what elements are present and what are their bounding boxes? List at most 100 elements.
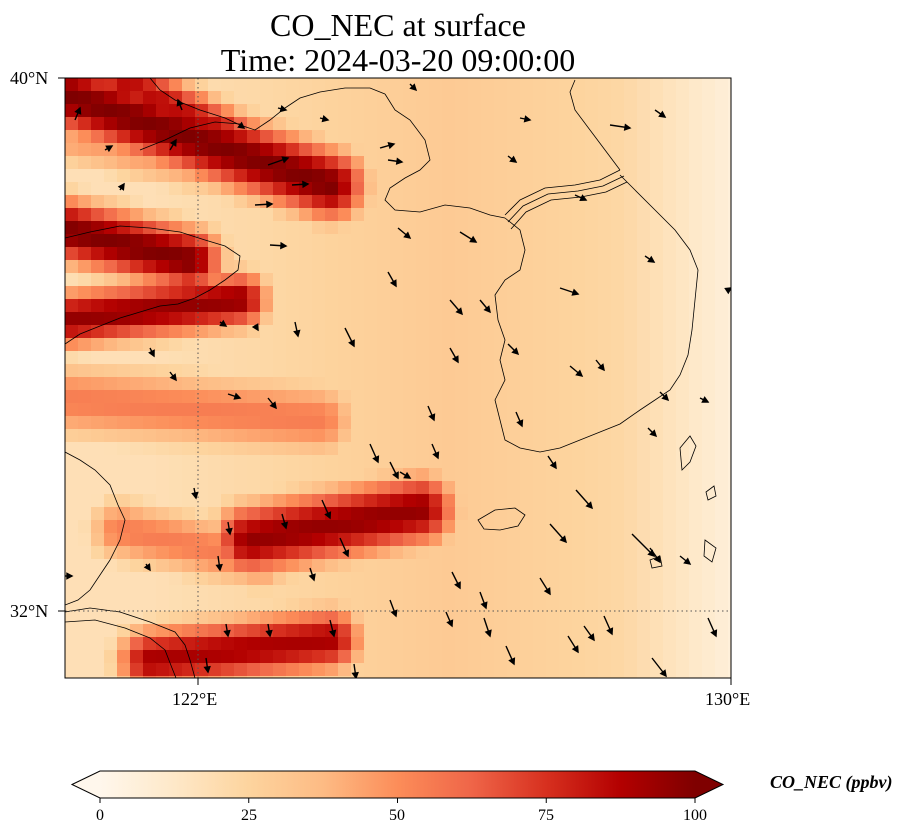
wind-arrow-head	[223, 629, 231, 638]
wind-arrow-head	[169, 138, 177, 147]
wind-arrow-head	[265, 629, 273, 638]
wind-arrow-head	[428, 413, 436, 422]
wind-arrow-head	[348, 339, 355, 348]
wind-arrow-head	[215, 563, 223, 572]
wind-arrow-head	[724, 287, 731, 295]
wind-arrow-head	[237, 121, 246, 129]
lat-tick-40: 40°N	[10, 68, 49, 88]
colorbar	[70, 770, 725, 803]
wind-arrow-head	[446, 619, 454, 628]
wind-arrow-head	[480, 601, 488, 610]
wind-arrow-head	[280, 241, 288, 250]
wind-arrow-head	[372, 455, 380, 464]
wind-arrow-head	[269, 401, 277, 410]
wind-arrow-head	[324, 511, 332, 520]
gridlines	[65, 78, 731, 678]
wind-arrow-head	[659, 669, 667, 678]
lon-tick-122: 122°E	[172, 689, 218, 709]
wind-arrow-head	[225, 527, 233, 536]
coastlines	[65, 78, 717, 678]
colorbar-tick-25: 25	[241, 807, 257, 824]
wind-arrow-head	[623, 123, 632, 131]
wind-arrow-head	[293, 329, 301, 338]
wind-arrow-head	[308, 573, 316, 582]
wind-arrow-head	[279, 104, 288, 113]
wind-arrow-head	[321, 114, 330, 123]
wind-arrow-head	[579, 194, 588, 202]
wind-arrow-head	[117, 182, 125, 191]
wind-arrow-head	[403, 231, 412, 239]
concentration-field	[65, 78, 731, 678]
wind-arrow-head	[66, 572, 74, 580]
wind-arrow-head	[701, 396, 710, 403]
wind-arrow-head	[105, 145, 114, 153]
wind-arrow-head	[281, 156, 290, 164]
wind-vectors	[65, 83, 731, 678]
title-line1: CO_NEC at surface	[270, 7, 526, 43]
wind-arrow-head	[606, 627, 614, 636]
wind-arrow-head	[409, 83, 418, 92]
wind-arrow-head	[523, 115, 532, 123]
wind-arrow-head	[454, 581, 461, 590]
wind-arrow-head	[587, 633, 595, 642]
lat-tick-32: 32°N	[10, 601, 49, 621]
wind-arrow-head	[469, 235, 478, 243]
wind-arrow-head	[710, 629, 718, 638]
wind-arrow-head	[143, 563, 151, 572]
axis-ticks	[58, 77, 732, 685]
wind-arrow-head	[585, 501, 594, 510]
wind-arrow-head	[683, 557, 692, 565]
wind-arrow-head	[389, 279, 397, 288]
map-panel	[65, 78, 731, 678]
wind-arrow-head	[653, 555, 661, 564]
wind-arrow-head	[543, 587, 551, 596]
wind-arrow-head	[516, 419, 524, 428]
wind-arrow-head	[658, 110, 667, 118]
wind-arrow-head	[509, 155, 518, 163]
wind-arrow-head	[571, 645, 579, 654]
lon-tick-130: 130°E	[705, 689, 751, 709]
colorbar-label: CO_NEC (ppbv)	[770, 772, 893, 792]
colorbar-tick-75: 75	[538, 807, 554, 824]
colorbar-tick-100: 100	[683, 807, 707, 824]
title-line2: Time: 2024-03-20 09:00:00	[220, 42, 576, 78]
wind-arrow-head	[549, 461, 557, 470]
wind-arrow-head	[647, 255, 656, 263]
wind-arrow-head	[203, 665, 211, 674]
wind-arrow-head	[219, 319, 228, 327]
wind-arrow-head	[483, 305, 491, 314]
colorbar-tick-0: 0	[96, 807, 104, 824]
wind-arrow-head	[342, 549, 350, 558]
wind-arrow-head	[571, 288, 580, 296]
wind-arrow-head	[392, 471, 399, 480]
wind-arrow-head	[390, 609, 398, 618]
wind-arrow-head	[511, 347, 520, 356]
wind-arrow-head	[649, 429, 658, 438]
wind-arrow-head	[559, 535, 568, 544]
wind-arrow-head	[387, 141, 396, 150]
wind-arrow-head	[451, 355, 459, 364]
wind-arrow-head	[661, 393, 670, 402]
wind-arrow-head	[597, 363, 605, 372]
wind-arrow-head	[280, 521, 289, 530]
map-frame	[64, 77, 732, 679]
wind-arrow-head	[74, 106, 82, 115]
wind-arrow-head	[403, 471, 412, 479]
wind-arrow-head	[484, 629, 492, 638]
wind-arrow-head	[169, 373, 177, 382]
wind-arrow-head	[176, 98, 184, 107]
wind-arrow-head	[395, 157, 404, 165]
wind-arrow-head	[266, 200, 274, 209]
wind-arrow-head	[432, 451, 440, 460]
wind-arrow-head	[191, 491, 199, 500]
wind-arrow-head	[508, 657, 516, 666]
wind-arrow-head	[455, 307, 463, 316]
wind-arrow-head	[233, 392, 242, 400]
wind-arrow-head	[302, 180, 310, 189]
wind-arrow-head	[351, 671, 359, 678]
colorbar-tick-50: 50	[389, 807, 405, 824]
wind-arrow-head	[251, 323, 259, 332]
wind-arrow-head	[328, 629, 337, 638]
wind-arrow-head	[575, 369, 584, 377]
